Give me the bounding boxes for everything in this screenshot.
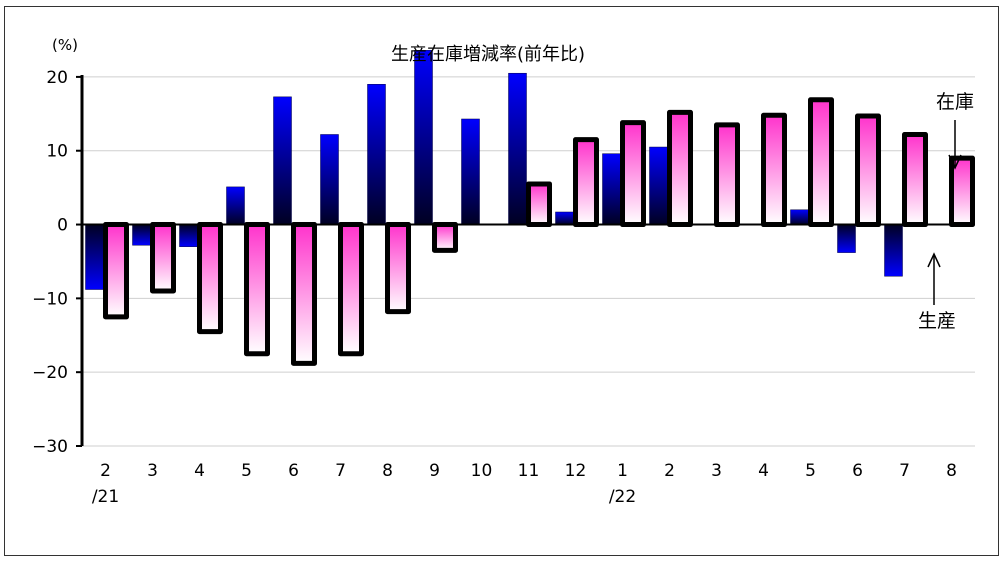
inventory-arrow bbox=[948, 120, 962, 170]
production-bar bbox=[85, 224, 104, 290]
x-tick-labels: 2/21 3 4 5 6 7 8 9 10 11 12 1/22 2 3 4 5 6 7 8 bbox=[92, 461, 957, 507]
production-arrow bbox=[927, 252, 941, 305]
x-tick-label: 7 bbox=[899, 461, 910, 481]
inventory-bar bbox=[197, 222, 223, 335]
y-tick-label: 20 bbox=[46, 68, 68, 88]
inventory-bar bbox=[902, 131, 928, 228]
inventory-bar bbox=[385, 222, 411, 315]
x-tick-label: 4 bbox=[758, 461, 769, 481]
inventory-bar bbox=[573, 137, 599, 228]
inventory-bar bbox=[620, 120, 646, 228]
production-bar bbox=[179, 224, 198, 247]
production-bar bbox=[132, 224, 151, 246]
production-bar bbox=[226, 186, 245, 225]
x-tick-label: 3 bbox=[147, 461, 158, 481]
inventory-bar bbox=[855, 113, 881, 228]
chart-title: 生産在庫増減率(前年比) bbox=[391, 44, 585, 65]
inventory-bar bbox=[761, 112, 787, 228]
x-tick-label: 2 bbox=[664, 461, 675, 481]
y-tick-label: 0 bbox=[57, 216, 68, 236]
production-bar bbox=[790, 209, 809, 225]
x-tick-label: 10 bbox=[471, 461, 493, 481]
inventory-bar bbox=[526, 181, 552, 228]
x-tick-sublabel: /21 bbox=[92, 487, 119, 507]
production-bar bbox=[367, 84, 386, 225]
production-bar bbox=[320, 134, 339, 225]
y-tick-label: −30 bbox=[32, 437, 68, 457]
production-bar bbox=[461, 118, 480, 225]
production-bar bbox=[837, 224, 856, 253]
y-tick-label: −20 bbox=[32, 363, 68, 383]
x-tick-label: 11 bbox=[518, 461, 540, 481]
production-annotation: 生産 bbox=[918, 310, 956, 332]
inventory-bar bbox=[667, 109, 693, 228]
x-tick-label: 6 bbox=[852, 461, 863, 481]
production-bar bbox=[649, 146, 668, 225]
y-tick-label: −10 bbox=[32, 289, 68, 309]
x-tick-label: 9 bbox=[429, 461, 440, 481]
x-tick-label: 2 bbox=[100, 461, 111, 481]
y-unit-label: (%) bbox=[52, 36, 78, 54]
x-tick-label: 4 bbox=[194, 461, 205, 481]
x-tick-label: 5 bbox=[241, 461, 252, 481]
x-tick-label: 5 bbox=[805, 461, 816, 481]
inventory-bar bbox=[808, 97, 834, 228]
y-tick-label: 10 bbox=[46, 142, 68, 162]
inventory-bar bbox=[432, 222, 458, 253]
production-bar bbox=[414, 50, 433, 225]
inventory-bar bbox=[291, 222, 317, 366]
inventory-bar bbox=[244, 222, 270, 357]
production-series bbox=[85, 50, 903, 290]
production-bar bbox=[508, 72, 527, 225]
inventory-bar bbox=[338, 222, 364, 357]
production-bar bbox=[273, 96, 292, 225]
inventory-bar bbox=[714, 122, 740, 228]
x-tick-label: 8 bbox=[946, 461, 957, 481]
inventory-bar bbox=[150, 222, 176, 294]
production-bar bbox=[555, 211, 574, 225]
x-tick-label: 6 bbox=[288, 461, 299, 481]
x-tick-label: 8 bbox=[382, 461, 393, 481]
inventory-annotation: 在庫 bbox=[936, 91, 974, 113]
x-tick-label: 12 bbox=[565, 461, 587, 481]
production-bar bbox=[602, 153, 621, 225]
x-tick-label: 7 bbox=[335, 461, 346, 481]
inventory-bar bbox=[103, 222, 129, 320]
y-ticks: 20 10 0 −10 −20 −30 bbox=[32, 68, 82, 457]
x-tick-label: 1 bbox=[617, 461, 628, 481]
production-bar bbox=[884, 224, 903, 277]
x-tick-label: 3 bbox=[711, 461, 722, 481]
x-tick-sublabel: /22 bbox=[609, 487, 636, 507]
